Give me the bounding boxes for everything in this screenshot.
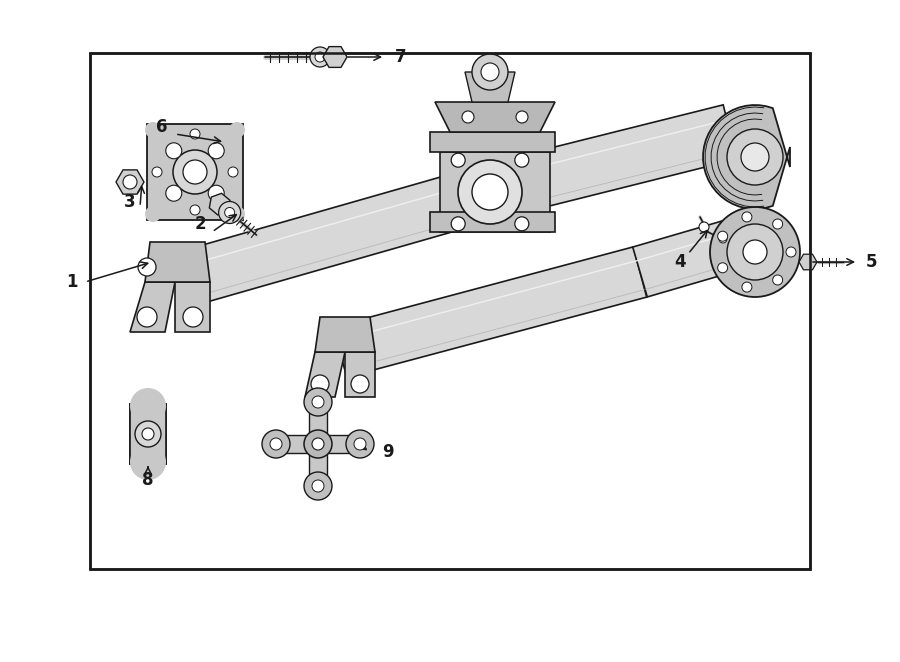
Polygon shape (145, 242, 210, 282)
Circle shape (741, 143, 769, 171)
Circle shape (145, 206, 161, 222)
Text: 4: 4 (674, 253, 686, 271)
Circle shape (312, 396, 324, 408)
Circle shape (312, 480, 324, 492)
Circle shape (310, 47, 330, 67)
Polygon shape (435, 102, 555, 132)
Bar (90, 53, 810, 569)
Circle shape (727, 129, 783, 185)
Circle shape (354, 438, 366, 450)
Polygon shape (345, 352, 375, 397)
Circle shape (152, 167, 162, 177)
Circle shape (743, 240, 767, 264)
Circle shape (515, 153, 529, 167)
Polygon shape (633, 212, 768, 297)
Circle shape (727, 224, 783, 280)
Circle shape (270, 438, 282, 450)
Text: 3: 3 (124, 193, 136, 211)
Circle shape (304, 430, 332, 458)
Circle shape (481, 63, 499, 81)
Polygon shape (315, 317, 375, 352)
Circle shape (773, 219, 783, 229)
Circle shape (315, 52, 325, 62)
Circle shape (742, 212, 751, 222)
Circle shape (717, 263, 727, 273)
Polygon shape (465, 72, 515, 102)
Circle shape (346, 430, 374, 458)
Circle shape (173, 150, 217, 194)
Bar (90, 53, 810, 569)
Circle shape (228, 167, 238, 177)
Polygon shape (147, 124, 243, 220)
Text: 6: 6 (157, 118, 167, 136)
Circle shape (262, 430, 290, 458)
Circle shape (351, 375, 369, 393)
Polygon shape (430, 212, 555, 232)
Text: 1: 1 (67, 273, 77, 291)
Circle shape (311, 375, 329, 393)
Circle shape (699, 222, 709, 232)
Circle shape (312, 438, 324, 450)
Circle shape (123, 175, 137, 189)
Circle shape (166, 185, 182, 201)
Circle shape (717, 231, 727, 241)
Circle shape (773, 275, 783, 285)
Circle shape (462, 111, 474, 123)
Polygon shape (333, 247, 647, 377)
Polygon shape (483, 105, 737, 219)
Polygon shape (130, 282, 175, 332)
Text: 5: 5 (866, 253, 878, 271)
Circle shape (208, 143, 224, 159)
Circle shape (166, 143, 182, 159)
Circle shape (183, 307, 203, 327)
Circle shape (183, 160, 207, 184)
Circle shape (137, 307, 157, 327)
Circle shape (145, 122, 161, 138)
Circle shape (208, 185, 224, 201)
Polygon shape (703, 105, 790, 209)
Circle shape (135, 421, 161, 447)
Polygon shape (440, 152, 550, 232)
Circle shape (451, 153, 465, 167)
Circle shape (190, 129, 200, 139)
Circle shape (304, 472, 332, 500)
Circle shape (515, 217, 529, 231)
Circle shape (742, 282, 751, 292)
Circle shape (472, 174, 508, 210)
Text: 8: 8 (142, 471, 154, 489)
Circle shape (472, 54, 508, 90)
Polygon shape (130, 404, 166, 464)
Polygon shape (318, 435, 360, 453)
Circle shape (225, 207, 235, 218)
Polygon shape (175, 282, 210, 332)
Polygon shape (430, 132, 555, 152)
Circle shape (458, 160, 522, 224)
Text: 2: 2 (194, 215, 206, 233)
Circle shape (190, 205, 200, 215)
Circle shape (710, 207, 800, 297)
Polygon shape (309, 402, 327, 444)
Polygon shape (276, 435, 318, 453)
Circle shape (229, 206, 245, 222)
Circle shape (229, 122, 245, 138)
Circle shape (138, 258, 156, 276)
Circle shape (719, 235, 727, 243)
Circle shape (130, 444, 166, 480)
Text: 7: 7 (395, 48, 407, 66)
Polygon shape (305, 352, 345, 397)
Polygon shape (309, 444, 327, 486)
Circle shape (142, 428, 154, 440)
Polygon shape (167, 165, 498, 309)
Text: 9: 9 (382, 443, 393, 461)
Circle shape (304, 388, 332, 416)
Circle shape (451, 217, 465, 231)
Circle shape (786, 247, 796, 257)
Circle shape (516, 111, 528, 123)
Circle shape (219, 201, 240, 224)
Circle shape (130, 388, 166, 424)
